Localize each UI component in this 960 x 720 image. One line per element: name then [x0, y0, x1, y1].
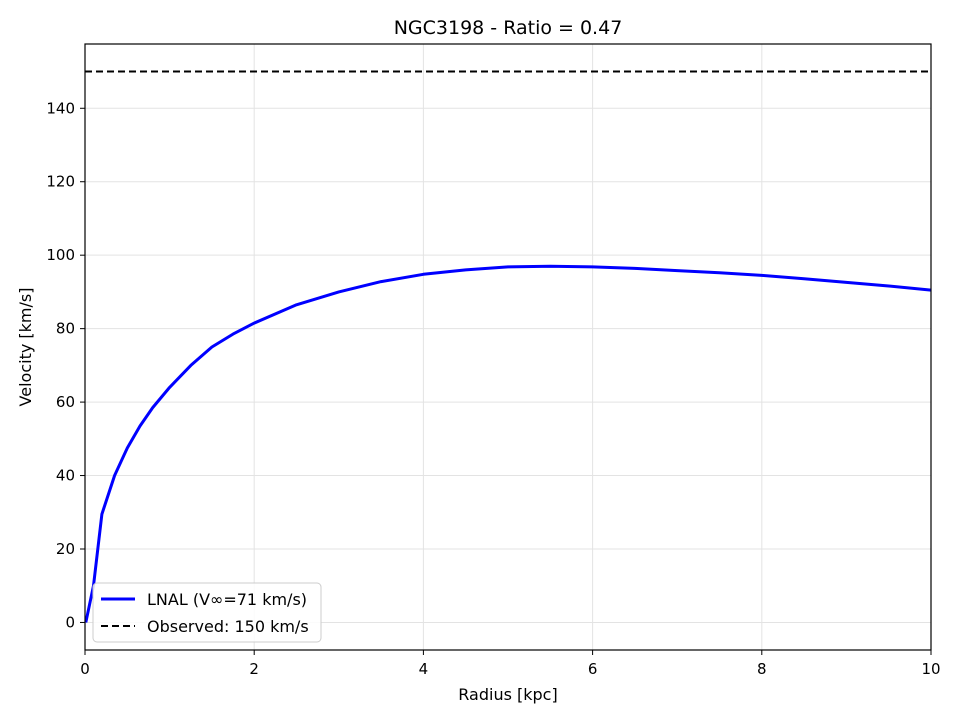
chart-title: NGC3198 - Ratio = 0.47 [394, 17, 623, 39]
legend-label-lnal: LNAL (V∞=71 km/s) [147, 590, 307, 609]
series-line-lnal [84, 264, 932, 623]
x-tick-label: 10 [921, 660, 940, 678]
y-tick-label: 80 [56, 320, 75, 338]
plot-frame [84, 43, 932, 651]
x-tick-label: 2 [249, 660, 259, 678]
y-tick-label: 0 [65, 613, 75, 631]
y-tick-label: 60 [56, 393, 75, 411]
y-tick-label: 120 [46, 173, 75, 191]
y-axis-label: Velocity [km/s] [16, 288, 35, 407]
x-tick-label: 0 [80, 660, 90, 678]
legend-label-observed: Observed: 150 km/s [147, 617, 309, 636]
x-axis-ticks: 0 2 4 6 8 10 [80, 650, 941, 678]
y-tick-label: 40 [56, 467, 75, 485]
y-axis-ticks: 0 20 40 60 80 100 120 140 [46, 99, 85, 631]
y-tick-label: 100 [46, 246, 75, 264]
y-tick-label: 140 [46, 99, 75, 117]
legend: LNAL (V∞=71 km/s) Observed: 150 km/s [92, 582, 322, 643]
grid [84, 44, 932, 650]
x-axis-label: Radius [kpc] [458, 685, 557, 704]
x-tick-label: 4 [419, 660, 429, 678]
y-tick-label: 20 [56, 540, 75, 558]
plot-lines [84, 70, 932, 623]
x-tick-label: 8 [757, 660, 767, 678]
x-tick-label: 6 [588, 660, 598, 678]
legend-box [92, 582, 322, 643]
